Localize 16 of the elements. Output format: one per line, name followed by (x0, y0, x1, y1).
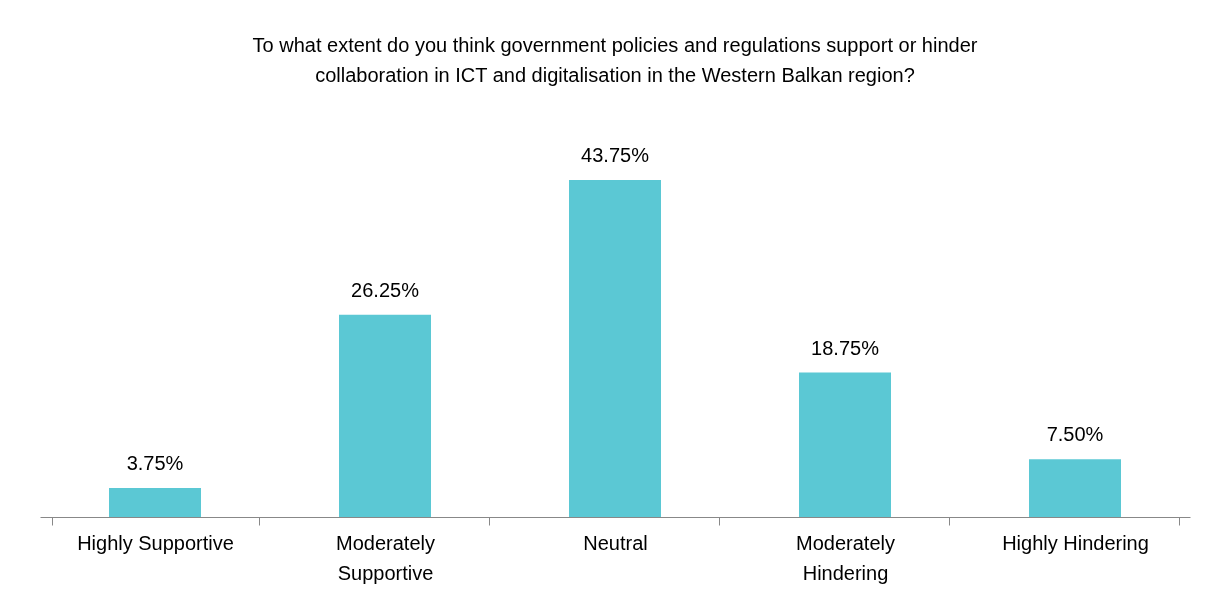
x-tick-label: Highly Hindering (1002, 531, 1149, 554)
bar (109, 488, 201, 517)
data-label: 18.75% (811, 336, 880, 359)
x-tick-label: Neutral (583, 531, 648, 554)
data-label: 7.50% (1046, 423, 1104, 446)
bar (339, 314, 431, 517)
data-label: 3.75% (126, 452, 184, 475)
x-tick-label: Moderately Hindering (796, 531, 895, 584)
bar (569, 180, 661, 517)
bar (799, 372, 891, 517)
data-label: 43.75% (581, 144, 650, 166)
x-tick-label: Moderately Supportive (336, 531, 435, 584)
data-label: 26.25% (351, 278, 420, 301)
bar (1029, 459, 1121, 517)
chart-title: To what extent do you think government policies and regulations support or hinder collaboration in ICT and digitalisation in the Western Balkan region? (252, 34, 978, 86)
x-tick-label: Highly Supportive (77, 531, 234, 554)
